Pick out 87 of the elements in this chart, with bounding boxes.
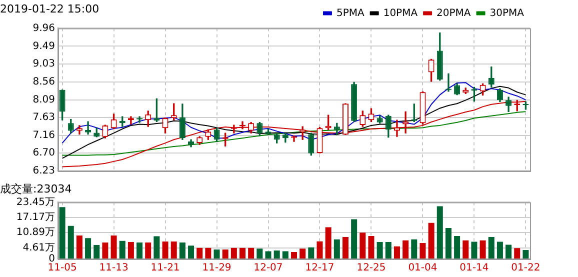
bar [290,252,298,258]
bar [402,240,409,258]
bar [308,247,314,258]
bar [76,236,82,258]
bar [196,248,203,258]
bar [376,242,383,258]
bar [222,250,228,258]
x-tick-label: 12-17 [305,262,334,274]
bar [368,236,374,258]
x-tick-label: 01-04 [408,262,438,274]
bar [428,222,434,258]
bar [205,248,212,258]
bar [162,242,168,258]
bar [522,250,529,258]
bar [265,251,272,258]
bar [145,242,152,258]
legend-label: 5PMA [336,8,364,19]
bar [214,250,220,258]
bar [506,244,512,258]
bar [248,248,254,258]
bar [462,240,469,258]
y-tick-label: 23.45万 [16,196,55,208]
x-tick-label: 01-22 [511,262,540,274]
x-tick-label: 11-05 [48,262,77,274]
y-tick-label: 8.09 [32,94,55,106]
bar [445,228,452,258]
bar [471,242,478,258]
x-tick-label: 11-21 [150,262,180,274]
bar [411,239,418,258]
bar [274,250,280,258]
bar [334,239,340,258]
bar [154,236,160,258]
bar [496,242,503,258]
y-tick-label: 10.89万 [16,227,55,238]
x-tick-label: 01-14 [460,262,489,274]
bar [436,206,443,258]
bar [179,242,186,258]
chart-title: 2019-01-22 15:00 [0,2,100,16]
y-tick-label: 7.63 [32,112,55,123]
bar [325,227,332,258]
x-tick-label: 12-07 [254,262,283,274]
bar [240,248,246,258]
bar [59,207,66,258]
bar [128,242,134,258]
y-tick-label: 9.49 [32,40,55,52]
bar [514,248,520,258]
x-tick-label: 11-13 [99,262,128,274]
y-tick-label: 4.61万 [22,242,55,254]
y-tick-label: 9.96 [32,22,55,34]
y-tick-label: 6.70 [32,148,55,159]
x-tick-label: 12-25 [356,262,386,274]
bar [170,242,177,258]
bar [316,241,323,258]
candlestick [402,111,409,134]
bar [394,246,400,258]
y-tick-label: 6.23 [32,166,55,177]
y-tick-label: 9.03 [32,58,55,70]
y-tick-label: 8.56 [32,76,55,88]
x-tick-label: 11-29 [202,262,232,274]
bar [230,248,237,258]
bar [119,240,126,258]
bar [188,246,194,258]
bar [300,248,306,258]
bar [385,242,392,258]
bar [351,219,358,258]
bar [342,236,348,258]
bar [480,240,486,258]
bar [488,236,494,258]
bar [454,236,460,258]
legend-label: 10PMA [383,8,418,19]
y-tick-label: 17.17万 [16,212,55,224]
candlestick [394,120,400,137]
legend-label: 20PMA [436,8,471,19]
candlestick [85,121,92,135]
bar [420,243,426,258]
bar [136,242,143,258]
bar [68,226,74,258]
chart-title: 成交量:23034 [0,182,72,196]
bar [94,244,100,258]
bar [85,238,92,258]
bar [102,242,108,258]
bar [282,251,288,258]
bar [360,232,366,258]
y-tick-label: 7.16 [32,130,55,141]
legend-label: 30PMA [490,8,524,19]
bar [110,236,117,258]
bar [256,248,263,258]
